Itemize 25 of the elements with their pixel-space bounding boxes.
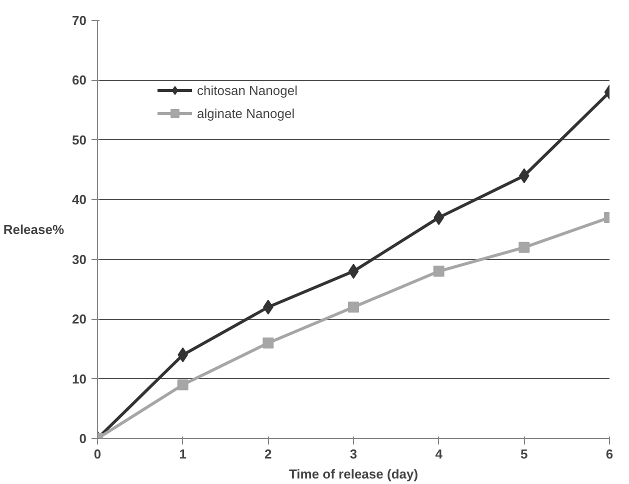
y-tick-label: 20 [72, 312, 87, 327]
y-tick-label: 30 [72, 252, 87, 267]
legend-label: chitosan Nanogel [197, 82, 298, 98]
y-tick-label: 0 [79, 431, 87, 446]
x-tick-label: 2 [264, 446, 272, 462]
x-axis-title: Time of release (day) [288, 466, 418, 482]
y-tick-label: 10 [72, 371, 87, 386]
legend-label: alginate Nanogel [197, 106, 295, 120]
point [518, 242, 530, 253]
y-tick-label: 50 [72, 132, 87, 148]
point [348, 302, 359, 313]
x-tick-label: 6 [606, 446, 614, 462]
y-axis-title: Release% [3, 222, 64, 237]
x-tick-label: 0 [94, 446, 102, 462]
x-tick-label: 5 [520, 446, 528, 462]
point [177, 379, 188, 390]
point [348, 264, 359, 279]
point [262, 337, 274, 348]
y-tick-label: 70 [72, 13, 87, 28]
x-tick-label: 3 [350, 446, 358, 462]
point [433, 266, 444, 277]
y-tick-label: 40 [72, 192, 87, 208]
x-tick-label: 1 [179, 446, 186, 462]
y-tick-label: 60 [72, 72, 87, 88]
x-tick-label: 4 [435, 446, 444, 462]
